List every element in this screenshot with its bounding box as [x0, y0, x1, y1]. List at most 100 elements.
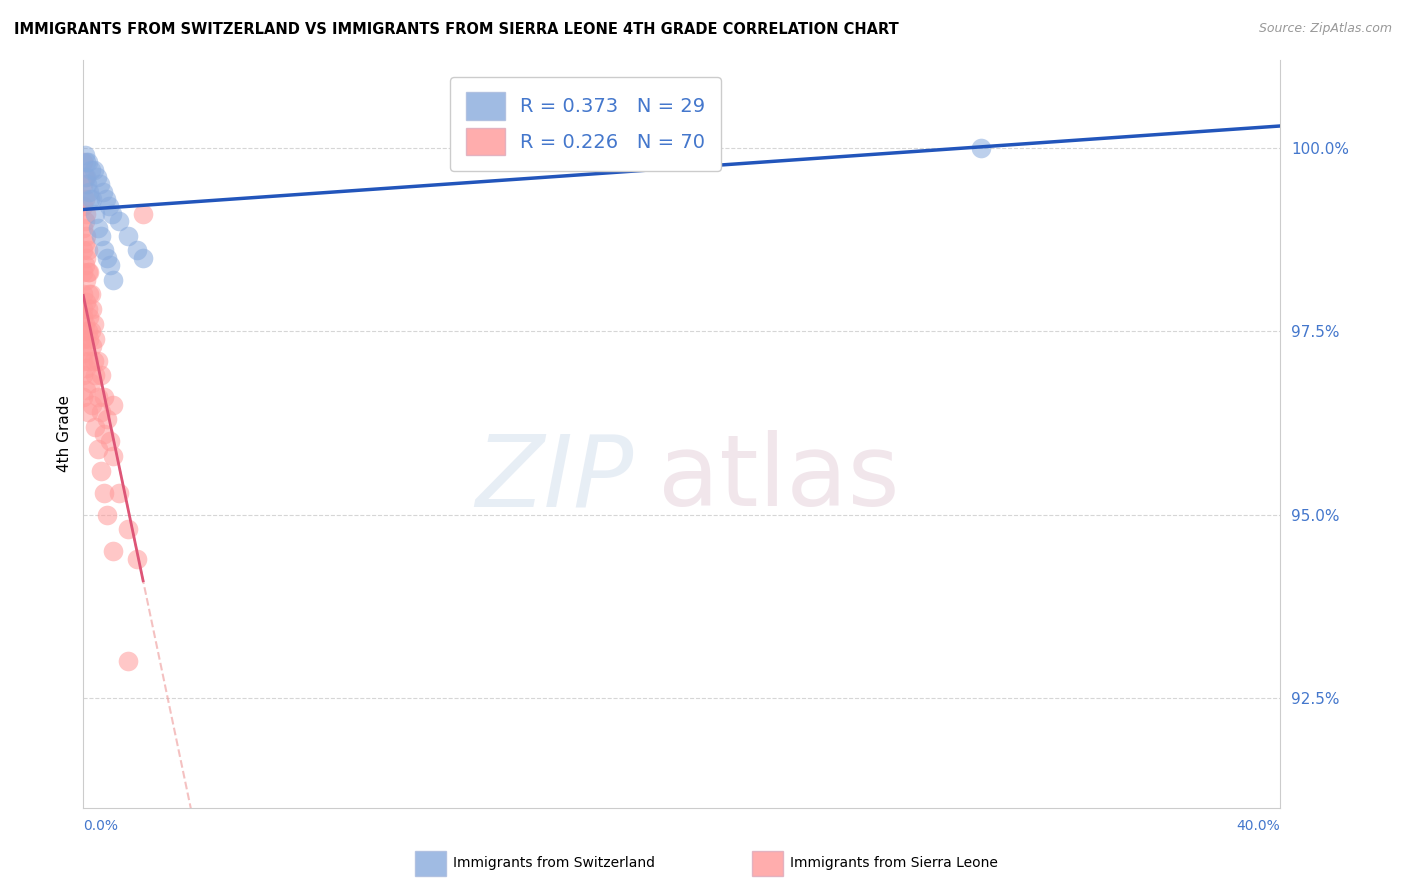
- Point: [84, 368, 107, 383]
- Point: [77, 353, 100, 368]
- Point: [72, 287, 94, 301]
- Text: 40.0%: 40.0%: [1236, 820, 1279, 833]
- Point: [103, 544, 125, 558]
- Point: [90, 464, 112, 478]
- Point: [98, 258, 121, 272]
- Point: [75, 169, 97, 184]
- Point: [100, 207, 122, 221]
- Point: [73, 169, 96, 184]
- Point: [117, 522, 139, 536]
- Point: [75, 228, 97, 243]
- Point: [77, 287, 100, 301]
- Point: [84, 419, 107, 434]
- Text: atlas: atlas: [658, 430, 900, 527]
- Point: [87, 390, 110, 404]
- Point: [75, 294, 97, 309]
- Point: [132, 207, 155, 221]
- Point: [73, 258, 96, 272]
- Point: [72, 310, 94, 324]
- Point: [72, 221, 94, 235]
- Point: [132, 251, 155, 265]
- Point: [73, 236, 96, 251]
- Point: [96, 508, 118, 522]
- Text: Source: ZipAtlas.com: Source: ZipAtlas.com: [1258, 22, 1392, 36]
- Point: [127, 244, 149, 258]
- Point: [72, 324, 94, 338]
- Point: [93, 485, 115, 500]
- Point: [72, 346, 94, 360]
- Point: [94, 192, 117, 206]
- Point: [969, 141, 991, 155]
- Point: [96, 412, 118, 426]
- Text: Immigrants from Switzerland: Immigrants from Switzerland: [453, 856, 655, 871]
- Point: [83, 353, 105, 368]
- Point: [77, 265, 100, 279]
- Text: IMMIGRANTS FROM SWITZERLAND VS IMMIGRANTS FROM SIERRA LEONE 4TH GRADE CORRELATIO: IMMIGRANTS FROM SWITZERLAND VS IMMIGRANT…: [14, 22, 898, 37]
- Point: [83, 317, 105, 331]
- Point: [75, 273, 97, 287]
- Point: [76, 405, 98, 419]
- Point: [72, 390, 94, 404]
- Point: [87, 442, 110, 456]
- Point: [79, 192, 101, 206]
- Point: [72, 302, 94, 317]
- Point: [72, 265, 94, 279]
- Point: [93, 390, 115, 404]
- Point: [75, 155, 97, 169]
- Point: [82, 339, 104, 353]
- Point: [91, 185, 114, 199]
- Point: [72, 155, 94, 169]
- Point: [93, 426, 115, 441]
- Point: [80, 287, 103, 301]
- Point: [75, 360, 97, 375]
- Point: [89, 178, 111, 192]
- Point: [82, 302, 104, 317]
- Point: [77, 185, 100, 199]
- Point: [86, 169, 108, 184]
- Point: [87, 221, 110, 235]
- Point: [75, 383, 97, 397]
- Point: [73, 148, 96, 162]
- Point: [73, 317, 96, 331]
- Point: [76, 302, 98, 317]
- Point: [80, 162, 103, 177]
- Point: [84, 332, 107, 346]
- Point: [90, 405, 112, 419]
- Point: [98, 434, 121, 449]
- Point: [72, 353, 94, 368]
- Point: [108, 214, 131, 228]
- Point: [103, 273, 125, 287]
- Text: ZIP: ZIP: [475, 430, 634, 527]
- Point: [671, 141, 693, 155]
- Point: [90, 228, 112, 243]
- Point: [80, 376, 103, 390]
- Point: [127, 551, 149, 566]
- Point: [82, 192, 104, 206]
- Point: [73, 214, 96, 228]
- Legend: R = 0.373   N = 29, R = 0.226   N = 70: R = 0.373 N = 29, R = 0.226 N = 70: [450, 77, 721, 170]
- Point: [103, 398, 125, 412]
- Point: [117, 655, 139, 669]
- Point: [72, 178, 94, 192]
- Bar: [752, 851, 783, 876]
- Point: [77, 332, 100, 346]
- Point: [80, 324, 103, 338]
- Point: [73, 192, 96, 206]
- Point: [76, 265, 98, 279]
- Point: [76, 324, 98, 338]
- Point: [75, 207, 97, 221]
- Point: [72, 244, 94, 258]
- Point: [96, 251, 118, 265]
- Point: [76, 155, 98, 169]
- Point: [117, 228, 139, 243]
- Point: [82, 398, 104, 412]
- Point: [87, 353, 110, 368]
- Point: [103, 449, 125, 463]
- Point: [76, 178, 98, 192]
- Point: [73, 339, 96, 353]
- Point: [72, 368, 94, 383]
- Point: [93, 244, 115, 258]
- Point: [72, 199, 94, 213]
- Y-axis label: 4th Grade: 4th Grade: [58, 395, 72, 473]
- Point: [76, 244, 98, 258]
